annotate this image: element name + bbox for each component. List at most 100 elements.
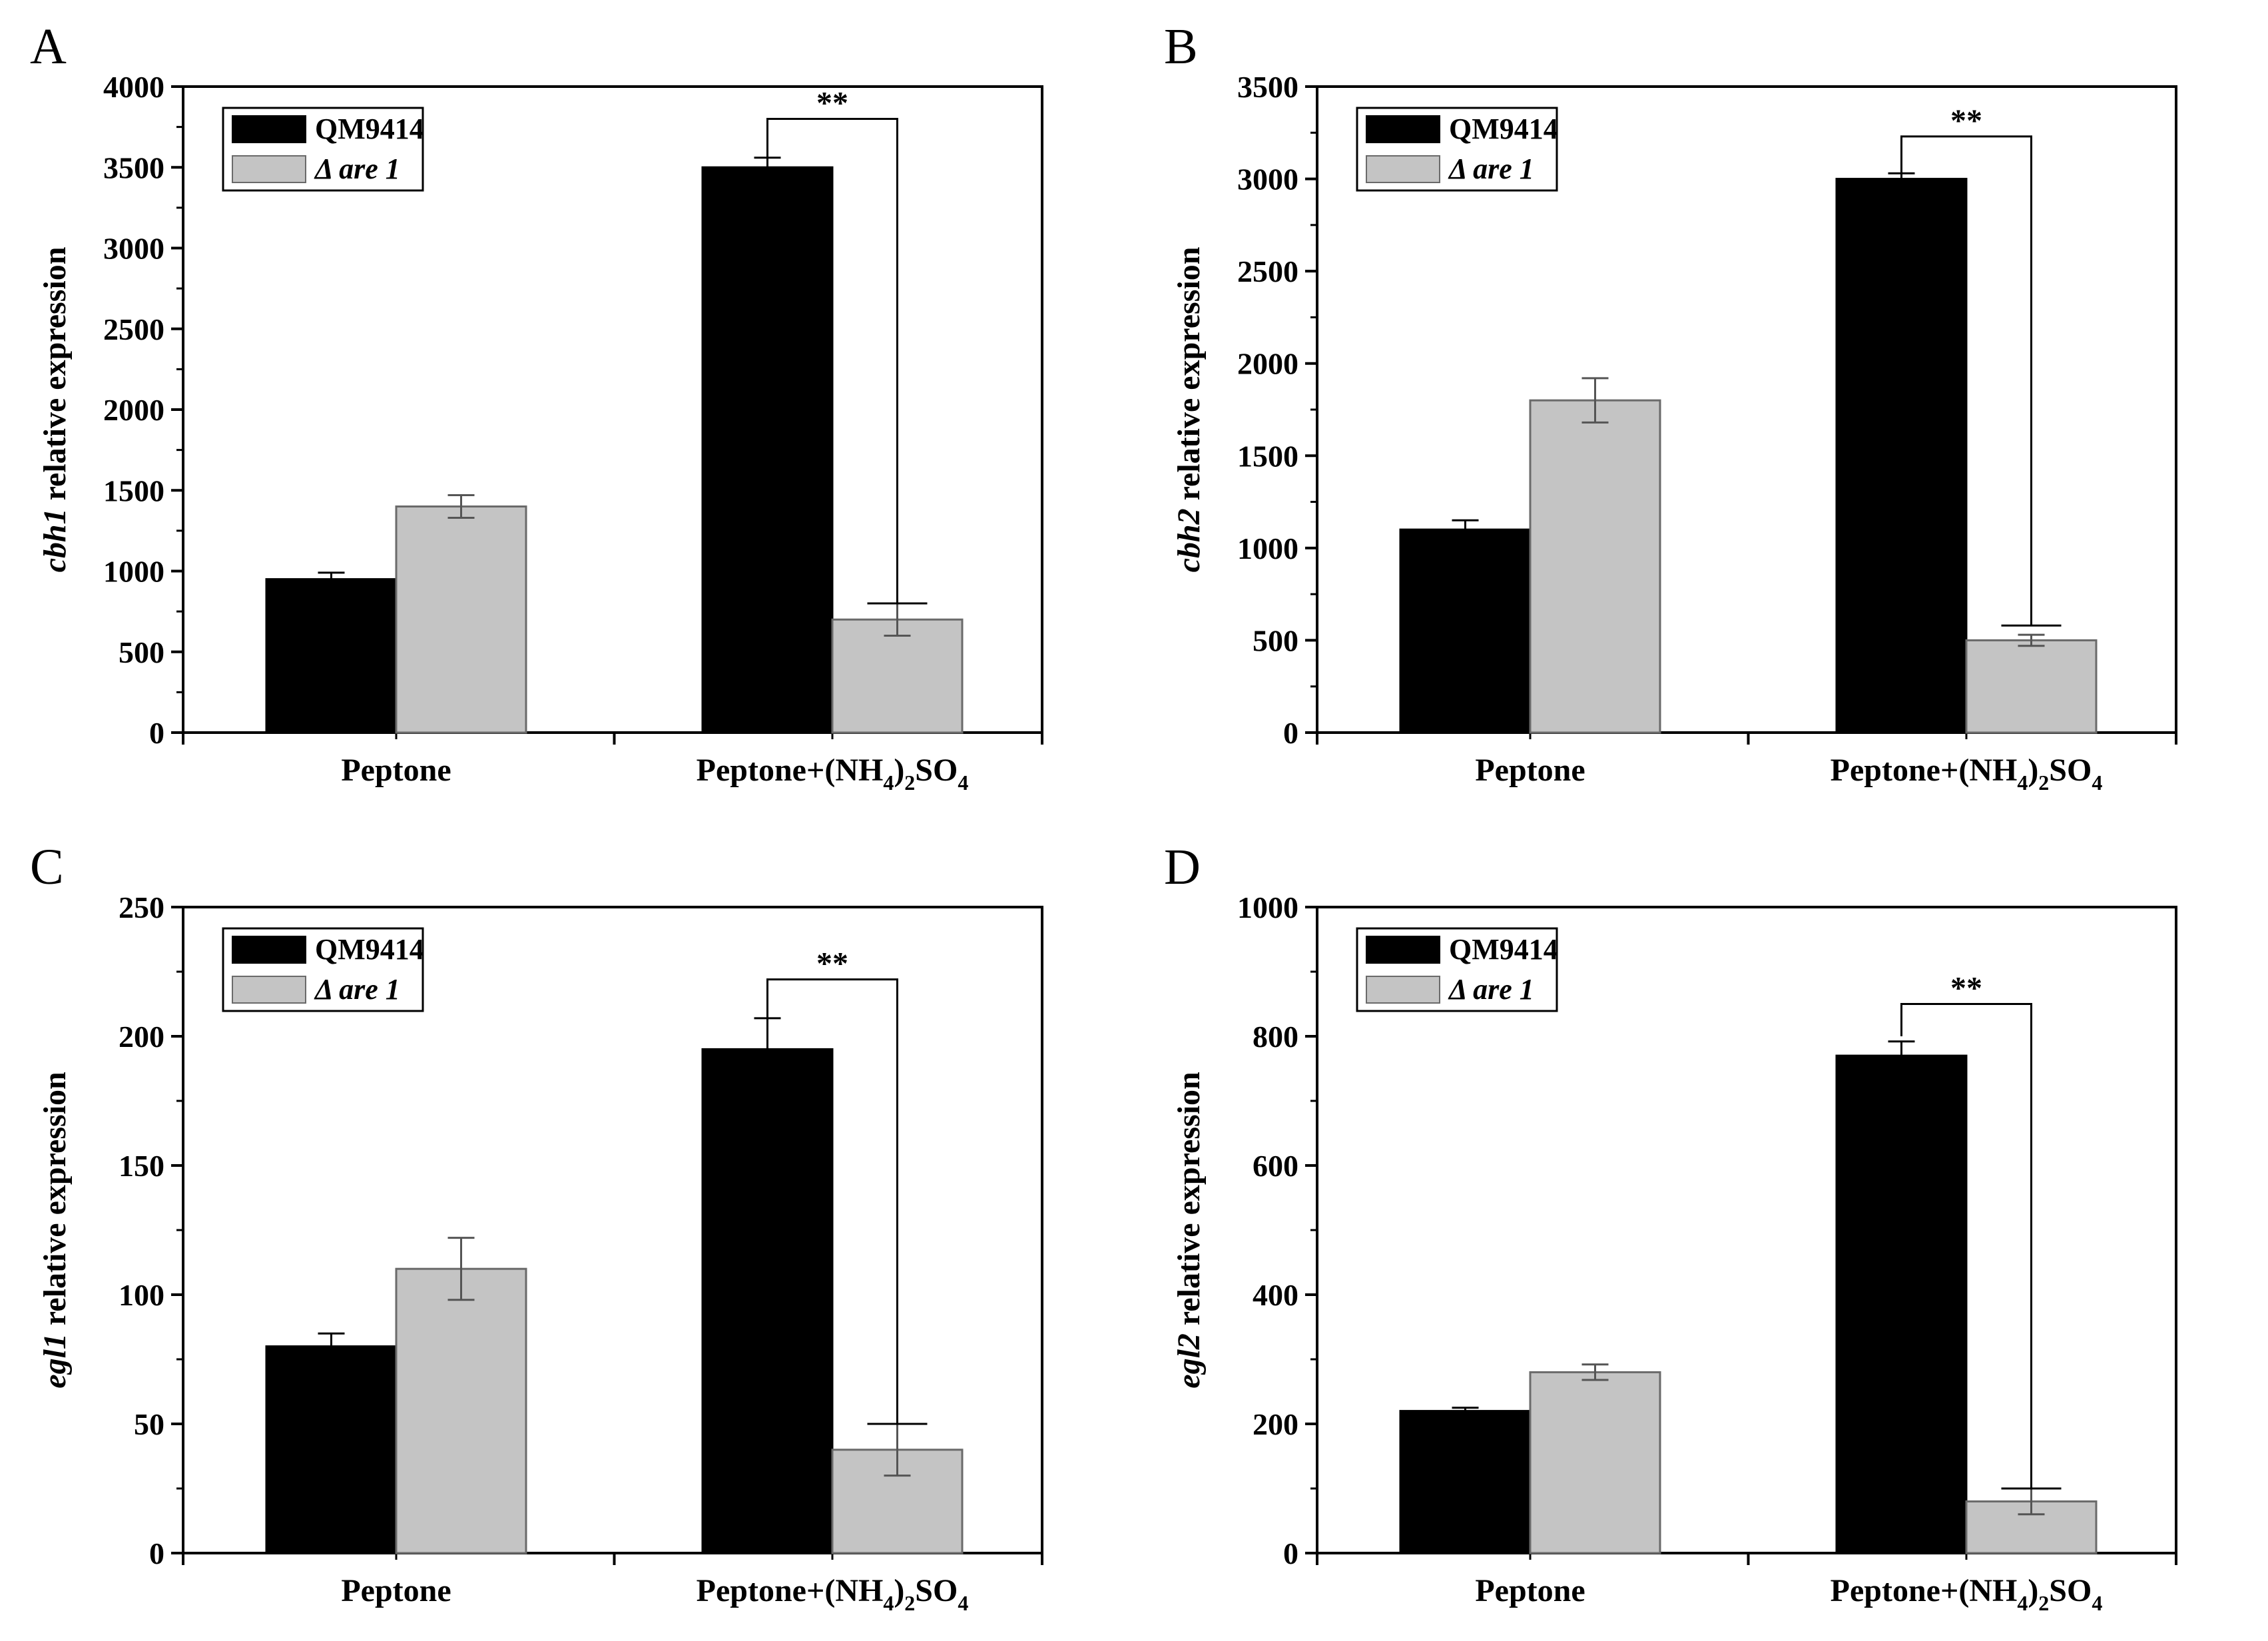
legend-label-delta-are1: Δ are 1 bbox=[1448, 153, 1534, 185]
legend-label-delta-are1: Δ are 1 bbox=[1448, 973, 1534, 1006]
category-subscript: 4 bbox=[883, 771, 894, 795]
y-tick-label: 1000 bbox=[1237, 890, 1298, 924]
bar-qm9414-peptone bbox=[265, 578, 398, 734]
y-axis-title: egl1 relative expression bbox=[37, 1072, 73, 1388]
category-text: Peptone+(NH bbox=[1831, 753, 2018, 788]
y-tick-label: 0 bbox=[1283, 1536, 1298, 1570]
chart-panel-b: B 0 500 1000 1500 2000 2500 3000 3500 ** Peptone Pe… bbox=[1134, 0, 2268, 820]
category-subscript: 2 bbox=[904, 1591, 915, 1615]
y-tick-label: 250 bbox=[119, 890, 164, 924]
y-axis-gene: egl2 bbox=[1171, 1333, 1207, 1389]
bar-chart-cbh1: A 0 500 1000 1500 2000 2500 3000 3500 4000 ** Pepto… bbox=[30, 19, 1043, 795]
category-text: ) bbox=[2028, 753, 2038, 788]
x-category-label: Peptone bbox=[1475, 753, 1585, 788]
category-text: SO bbox=[915, 1573, 958, 1608]
category-subscript: 4 bbox=[2092, 1591, 2102, 1615]
legend-label-delta-are1: Δ are 1 bbox=[314, 973, 400, 1006]
legend-label-qm9414: QM9414 bbox=[315, 933, 424, 966]
y-tick-label: 500 bbox=[1253, 623, 1298, 657]
bar-qm9414-peptone-nh4so4 bbox=[1835, 178, 1968, 734]
legend-swatch-qm9414 bbox=[232, 115, 306, 143]
panel-letter: B bbox=[1164, 19, 1198, 75]
bar-qm9414-peptone-nh4so4 bbox=[1835, 1054, 1968, 1554]
category-subscript: 2 bbox=[2038, 1591, 2049, 1615]
significance-bracket bbox=[766, 118, 898, 603]
panel-letter: A bbox=[30, 19, 67, 75]
y-tick-label: 2000 bbox=[1237, 347, 1298, 381]
y-tick-label: 1000 bbox=[1237, 531, 1298, 565]
category-text: SO bbox=[915, 753, 958, 788]
y-tick-label: 200 bbox=[119, 1020, 164, 1054]
y-axis-title: cbh2 relative expression bbox=[1171, 247, 1207, 573]
category-text: Peptone bbox=[1475, 753, 1585, 788]
y-axis-title: egl2 relative expression bbox=[1171, 1072, 1207, 1388]
y-tick-label: 1000 bbox=[103, 555, 164, 589]
bar-chart-cbh2: B 0 500 1000 1500 2000 2500 3000 3500 ** Peptone Pe… bbox=[1164, 19, 2177, 795]
significance-label: ** bbox=[816, 86, 848, 121]
category-text: SO bbox=[2049, 753, 2092, 788]
y-tick-label: 2500 bbox=[1237, 254, 1298, 288]
y-axis-gene: egl1 bbox=[37, 1333, 73, 1389]
significance-bracket bbox=[1900, 1003, 2032, 1488]
bar-delta-are1-peptone bbox=[1529, 399, 1661, 734]
bar-delta-are1-peptone-nh4so4 bbox=[831, 618, 964, 734]
category-text: Peptone bbox=[341, 753, 451, 788]
y-tick-label: 2000 bbox=[103, 393, 164, 427]
y-tick-label: 0 bbox=[1283, 716, 1298, 750]
category-text: ) bbox=[2028, 1573, 2038, 1608]
bar-qm9414-peptone-nh4so4 bbox=[701, 166, 834, 734]
y-axis-suffix: relative expression bbox=[1171, 1072, 1207, 1333]
x-category-label: Peptone+(NH4)2SO4 bbox=[697, 1573, 969, 1615]
x-category-label: Peptone bbox=[1475, 1573, 1585, 1608]
category-text: Peptone+(NH bbox=[697, 753, 884, 788]
legend-label-qm9414: QM9414 bbox=[1449, 933, 1558, 966]
bar-qm9414-peptone bbox=[1399, 528, 1532, 734]
x-category-label: Peptone+(NH4)2SO4 bbox=[1831, 753, 2103, 795]
legend-swatch-delta-are1 bbox=[232, 976, 306, 1004]
legend-swatch-delta-are1 bbox=[232, 155, 306, 183]
bar-delta-are1-peptone bbox=[395, 1267, 527, 1554]
bar-chart-egl1: C 0 50 100 150 200 250 ** Peptone Peptone+(NH4)2S… bbox=[30, 839, 1043, 1615]
category-text: ) bbox=[894, 1573, 904, 1608]
bar-qm9414-peptone-nh4so4 bbox=[701, 1048, 834, 1554]
y-tick-label: 3500 bbox=[103, 151, 164, 184]
bar-qm9414-peptone bbox=[1399, 1410, 1532, 1554]
category-text: SO bbox=[2049, 1573, 2092, 1608]
y-tick-label: 3500 bbox=[1237, 70, 1298, 104]
y-tick-label: 0 bbox=[149, 716, 164, 750]
significance-label: ** bbox=[1950, 971, 1982, 1006]
y-tick-label: 50 bbox=[134, 1407, 164, 1441]
y-tick-label: 1500 bbox=[1237, 439, 1298, 473]
chart-panel-a: A 0 500 1000 1500 2000 2500 3000 3500 4000 ** Pepto… bbox=[0, 0, 1134, 820]
legend-swatch-qm9414 bbox=[1366, 115, 1440, 143]
bar-delta-are1-peptone bbox=[395, 505, 527, 734]
legend-swatch-delta-are1 bbox=[1366, 155, 1440, 183]
y-tick-label: 2500 bbox=[103, 312, 164, 346]
significance-label: ** bbox=[816, 946, 848, 982]
chart-panel-d: D 0 200 400 600 800 1000 ** Peptone Peptone+(NH4)… bbox=[1134, 820, 2268, 1641]
category-subscript: 4 bbox=[2092, 771, 2102, 795]
legend-swatch-delta-are1 bbox=[1366, 976, 1440, 1004]
y-tick-label: 500 bbox=[119, 635, 164, 669]
legend-label-qm9414: QM9414 bbox=[315, 113, 424, 145]
significance-bracket bbox=[1900, 135, 2032, 626]
category-subscript: 2 bbox=[2038, 771, 2049, 795]
panel-letter: C bbox=[30, 839, 64, 895]
x-category-label: Peptone bbox=[341, 1573, 451, 1608]
x-category-label: Peptone bbox=[341, 753, 451, 788]
y-tick-label: 0 bbox=[149, 1536, 164, 1570]
bar-qm9414-peptone bbox=[265, 1345, 398, 1554]
y-tick-label: 100 bbox=[119, 1278, 164, 1312]
category-subscript: 2 bbox=[904, 771, 915, 795]
category-text: Peptone+(NH bbox=[1831, 1573, 2018, 1608]
category-subscript: 4 bbox=[883, 1591, 894, 1615]
category-text: Peptone bbox=[341, 1573, 451, 1608]
significance-bracket bbox=[766, 978, 898, 1424]
category-text: Peptone+(NH bbox=[697, 1573, 884, 1608]
bar-delta-are1-peptone-nh4so4 bbox=[1965, 639, 2098, 734]
category-subscript: 4 bbox=[2017, 1591, 2028, 1615]
y-tick-label: 150 bbox=[119, 1149, 164, 1183]
x-category-label: Peptone+(NH4)2SO4 bbox=[1831, 1573, 2103, 1615]
